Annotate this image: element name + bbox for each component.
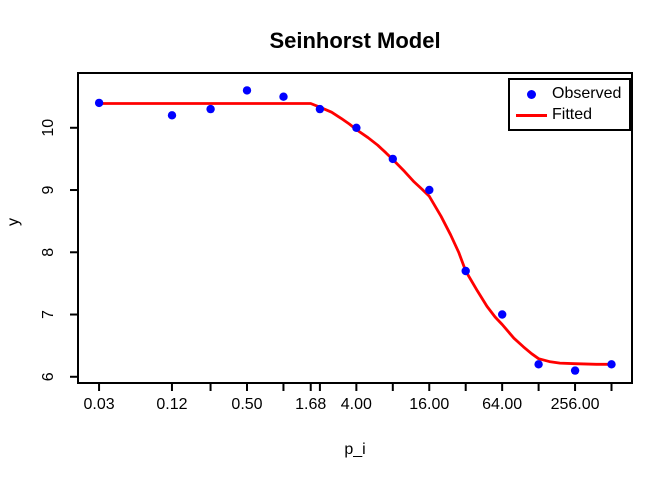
legend-marker-cell — [510, 113, 552, 117]
observed-point-icon — [526, 89, 536, 99]
data-point — [94, 98, 104, 108]
y-tick-label: 9 — [40, 185, 57, 194]
legend-label-fitted: Fitted — [552, 106, 593, 123]
data-point — [461, 266, 470, 276]
x-tick-label: 1.68 — [295, 396, 326, 413]
legend-marker-cell — [510, 89, 552, 99]
y-axis: 6 7 8 9 10 — [40, 119, 78, 381]
legend-entry-fitted: Fitted — [510, 105, 629, 126]
x-tick-label: 64.00 — [482, 396, 522, 413]
data-point — [242, 86, 252, 95]
y-tick-label: 7 — [40, 310, 57, 319]
y-axis-label: y — [5, 218, 22, 226]
data-point — [206, 104, 215, 114]
data-point — [279, 92, 288, 101]
data-point — [388, 154, 397, 164]
legend-entry-observed: Observed — [510, 84, 629, 105]
x-tick-label: 256.00 — [551, 396, 600, 413]
data-point — [534, 360, 543, 369]
data-point — [167, 111, 177, 120]
legend-label-observed: Observed — [552, 85, 622, 102]
y-tick-label: 10 — [40, 119, 57, 137]
x-axis-label: p_i — [344, 441, 366, 458]
data-point — [425, 185, 434, 195]
y-tick-label: 6 — [40, 372, 57, 381]
x-tick-label: 0.12 — [156, 396, 187, 413]
x-axis: 0.03 0.12 0.50 1.68 4.00 16.00 64.00 256.00 — [83, 383, 613, 413]
fitted-line-icon — [515, 113, 547, 117]
data-point — [498, 310, 507, 319]
y-tick-label: 8 — [40, 248, 57, 257]
x-tick-label: 4.00 — [341, 396, 372, 413]
x-tick-label: 0.50 — [231, 396, 262, 413]
plot-border — [77, 72, 633, 384]
chart-title: Seinhorst Model — [269, 28, 441, 53]
x-tick-label: 16.00 — [409, 396, 449, 413]
fitted-curve — [97, 102, 613, 366]
data-point — [315, 104, 325, 114]
data-point — [570, 366, 580, 375]
x-tick-label: 0.03 — [83, 396, 114, 413]
legend: Observed Fitted — [508, 78, 631, 131]
observed-points — [94, 86, 616, 375]
data-point — [607, 360, 616, 369]
data-point — [352, 123, 361, 132]
